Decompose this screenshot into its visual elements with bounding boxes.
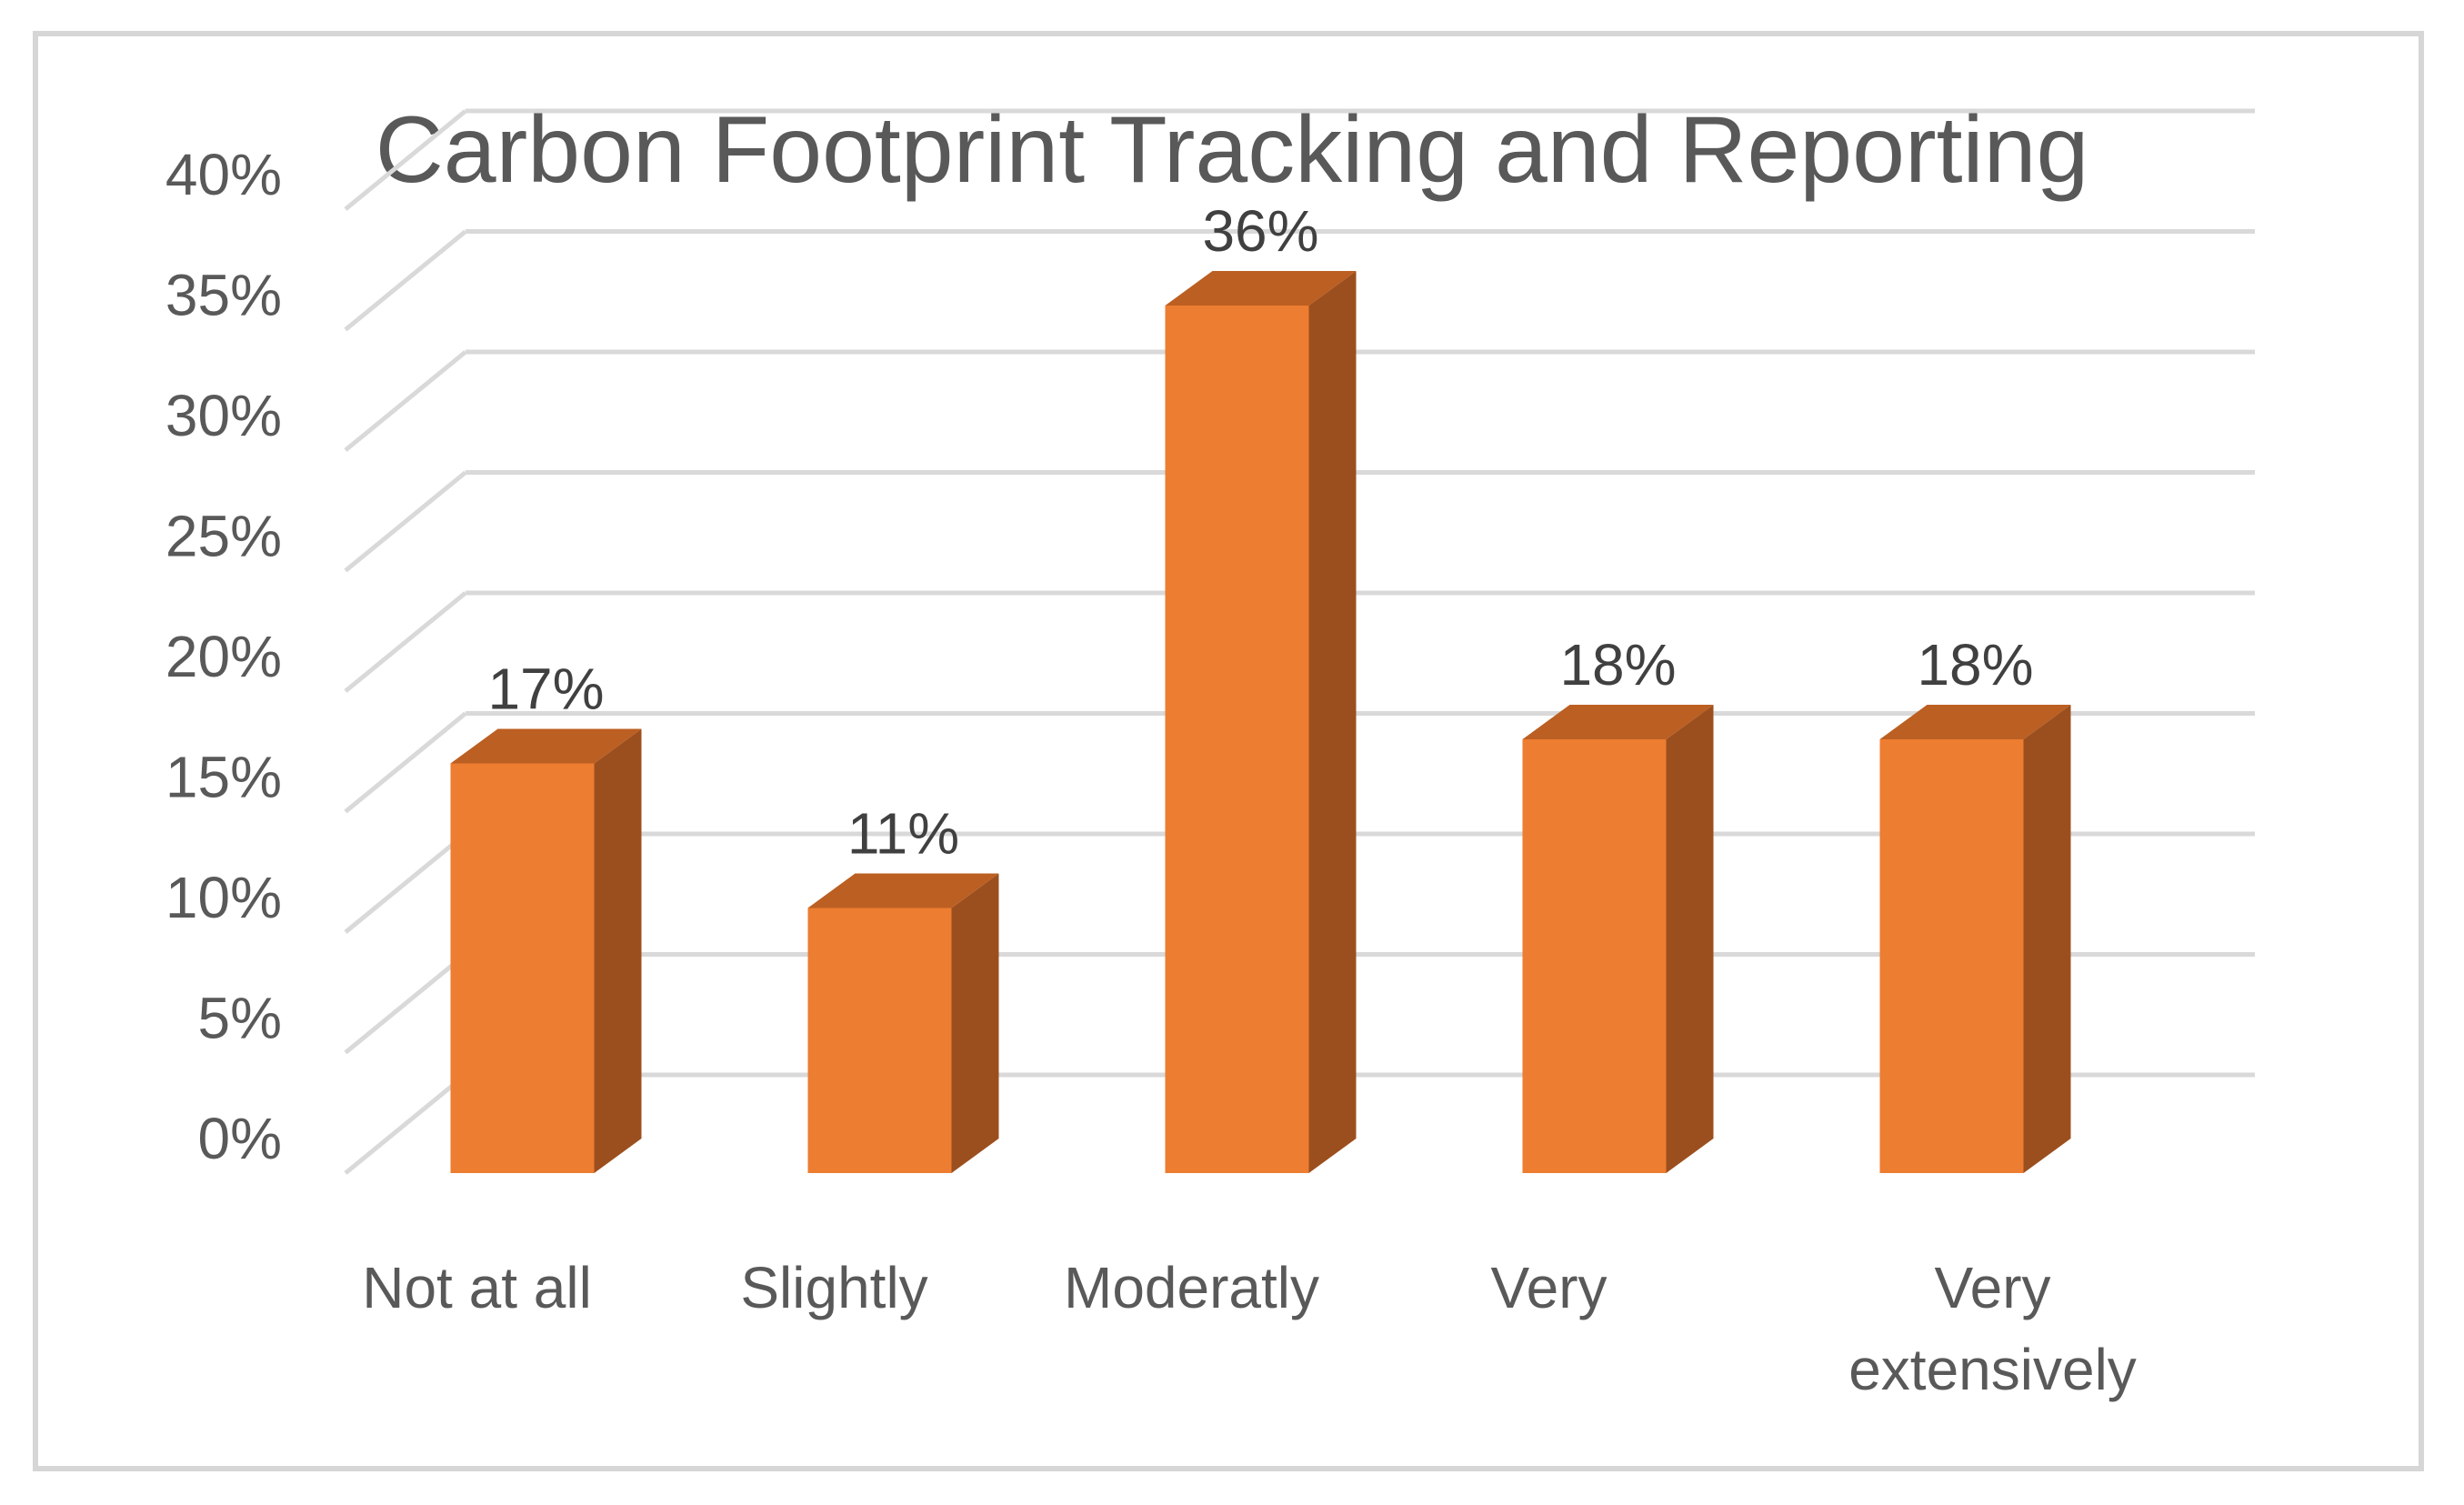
y-tick-label: 40% xyxy=(165,142,282,207)
gridline xyxy=(344,470,2255,573)
x-tick-label: Very extensively xyxy=(1848,1255,2137,1402)
y-tick-label: 35% xyxy=(165,263,282,328)
y-tick-label: 25% xyxy=(165,504,282,569)
gridline xyxy=(344,349,2255,452)
bars xyxy=(450,271,2071,1173)
y-tick-label: 30% xyxy=(165,383,282,448)
data-label: 18% xyxy=(1559,632,1676,697)
data-label: 18% xyxy=(1917,632,2033,697)
x-tick-label: Not at all xyxy=(362,1255,592,1320)
data-labels: 17% 11% 36% 18% 18% xyxy=(487,198,2033,867)
y-tick-label: 0% xyxy=(198,1106,283,1171)
y-tick-label: 15% xyxy=(165,745,282,810)
data-label: 11% xyxy=(847,801,959,867)
x-tick-label: Slightly xyxy=(740,1255,927,1320)
y-axis-ticks: 0% 5% 10% 15% 20% 25% 30% 35% 40% xyxy=(165,142,282,1171)
gridline xyxy=(344,590,2255,693)
x-axis-categories: Not at all Slightly Moderatly Very Very exten… xyxy=(362,1255,2137,1402)
data-label: 17% xyxy=(487,657,604,722)
bar xyxy=(450,728,642,1173)
x-tick-label: Moderatly xyxy=(1064,1255,1319,1320)
bar xyxy=(1522,705,1714,1173)
y-tick-label: 20% xyxy=(165,624,282,689)
gridline xyxy=(344,229,2255,332)
gridline xyxy=(344,108,2255,211)
bar xyxy=(1879,705,2071,1173)
bar xyxy=(1165,271,1357,1173)
y-tick-label: 10% xyxy=(165,865,282,930)
bar xyxy=(807,873,999,1173)
data-label: 36% xyxy=(1202,198,1318,264)
chart-title: Carbon Footprint Tracking and Reporting xyxy=(376,97,2089,203)
y-tick-label: 5% xyxy=(198,986,283,1051)
x-tick-label: Very xyxy=(1490,1255,1607,1320)
